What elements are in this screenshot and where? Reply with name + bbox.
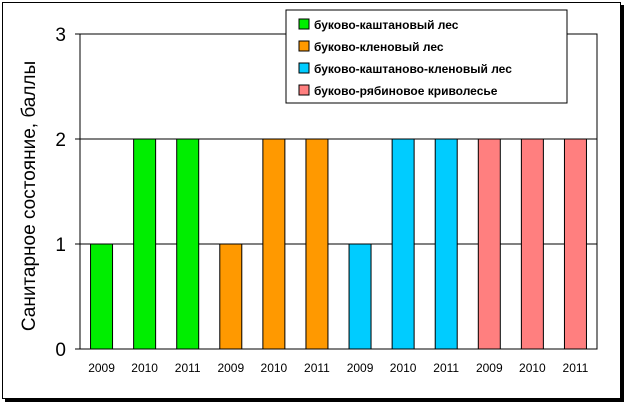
x-tick-label: 2009: [476, 361, 503, 375]
y-tick-label: 3: [55, 25, 66, 46]
legend-label: буково-каштаново-кленовый лес: [314, 62, 512, 76]
legend-swatch: [298, 62, 310, 74]
bar: [133, 138, 157, 350]
x-tick-label: 2010: [519, 361, 546, 375]
bar: [391, 138, 415, 350]
bars-layer: [90, 138, 587, 350]
bar: [176, 138, 200, 350]
x-tick-label: 2009: [347, 361, 374, 375]
legend: буково-каштановый лес буково-кленовый лес…: [285, 9, 568, 104]
y-tick-label: 2: [55, 130, 66, 151]
bar: [90, 243, 114, 350]
bar: [219, 243, 243, 350]
x-tick-label: 2011: [304, 361, 330, 375]
y-axis-label: Санитарное состояние, баллы: [19, 61, 40, 331]
bar: [434, 138, 458, 350]
bar: [262, 138, 286, 350]
x-tick-label: 2011: [175, 361, 201, 375]
x-tick-label: 2011: [433, 361, 459, 375]
legend-label: буково-кленовый лес: [314, 40, 444, 54]
x-tick-label: 2010: [131, 361, 158, 375]
bar: [477, 138, 501, 350]
x-tick-label: 2010: [261, 361, 288, 375]
legend-label: буково-каштановый лес: [314, 18, 459, 32]
legend-swatch: [298, 40, 310, 52]
x-tick-label: 2010: [390, 361, 417, 375]
bar: [563, 138, 587, 350]
x-tick-label: 2009: [217, 361, 244, 375]
x-tick-label: 2009: [88, 361, 115, 375]
y-tick-label: 1: [55, 235, 66, 256]
legend-swatch: [298, 18, 310, 30]
bar: [305, 138, 329, 350]
bar: [348, 243, 372, 350]
y-tick-label: 0: [55, 340, 66, 361]
x-tick-label: 2011: [563, 361, 589, 375]
legend-box: [285, 9, 568, 104]
axes-layer: 0 1 2 3 2009 2010 2011 2009 2010 2011 2009 2010 2011…: [55, 25, 588, 375]
legend-swatch: [298, 84, 310, 96]
legend-label: буково-рябиновое криволесье: [314, 84, 498, 98]
bar: [520, 138, 544, 350]
